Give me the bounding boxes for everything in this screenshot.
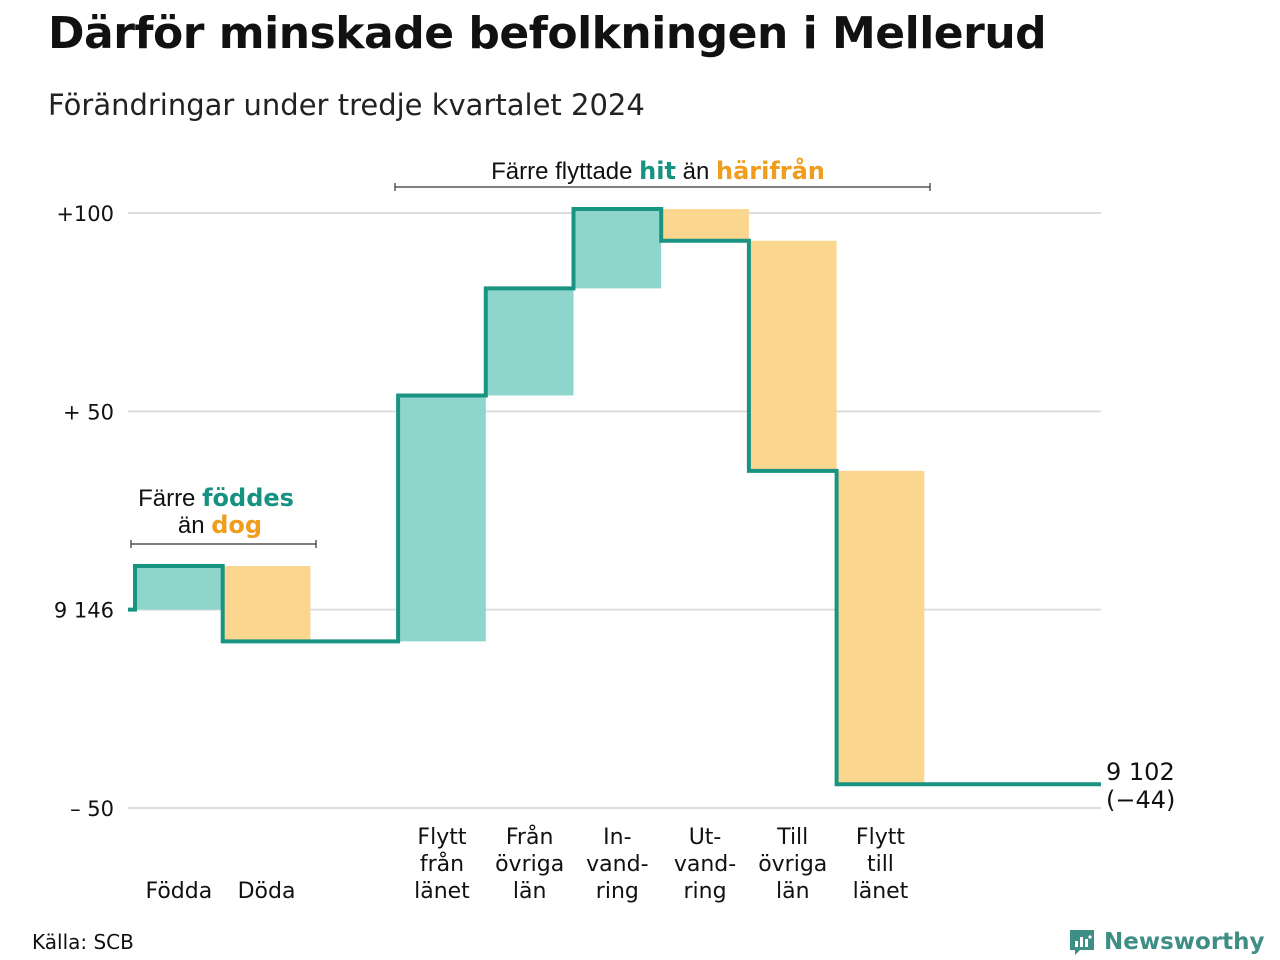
bars <box>135 209 925 785</box>
bar-negative <box>748 240 837 471</box>
x-tick-label: Ut-vand-ring <box>674 825 736 904</box>
y-axis-ticks: +100 + 50 9 146 – 50 <box>54 202 114 821</box>
annotation-text: Färre föddes <box>138 484 294 512</box>
annotation-text: Färre flyttade hit än härifrån <box>491 156 825 185</box>
bar-negative <box>222 566 311 642</box>
x-tick-label: Från övriga län <box>495 824 564 904</box>
end-value-label: 9 102 (−44) <box>1106 758 1175 814</box>
bar-positive <box>135 566 223 610</box>
x-tick-label: Flytt från länet <box>414 825 470 904</box>
annotation-text: än dog <box>178 511 262 539</box>
x-tick-label: Till övriga län <box>758 825 827 904</box>
brand-name: Newsworthy <box>1104 929 1265 955</box>
bar-positive <box>398 395 486 642</box>
bar-positive <box>485 288 574 396</box>
y-tick-label: 9 146 <box>54 599 114 623</box>
y-tick-label: – 50 <box>70 797 114 821</box>
x-tick-label: Flytt till länet <box>853 825 909 904</box>
x-tick-label: Födda <box>145 879 212 904</box>
y-tick-label: + 50 <box>63 400 114 424</box>
brand-logo: Newsworthy <box>1068 924 1265 960</box>
newsworthy-logo-icon <box>1070 930 1094 955</box>
chart-subtitle: Förändringar under tredje kvartalet 2024 <box>48 88 645 122</box>
x-axis-labels: Födda Döda Flytt från länet Från övriga län In-v… <box>145 824 908 904</box>
chart-title: Därför minskade befolkningen i Mellerud <box>48 8 1047 59</box>
x-tick-label: Döda <box>238 879 296 904</box>
source-note: Källa: SCB <box>32 930 134 954</box>
x-tick-label: In-vand-ring <box>586 825 648 904</box>
bar-positive <box>573 209 662 289</box>
bar-negative <box>661 209 749 241</box>
bar-negative <box>836 470 925 785</box>
y-tick-label: +100 <box>56 202 114 226</box>
annotation-migration: Färre flyttade hit än härifrån <box>394 156 931 191</box>
running-total-line <box>128 207 1101 787</box>
